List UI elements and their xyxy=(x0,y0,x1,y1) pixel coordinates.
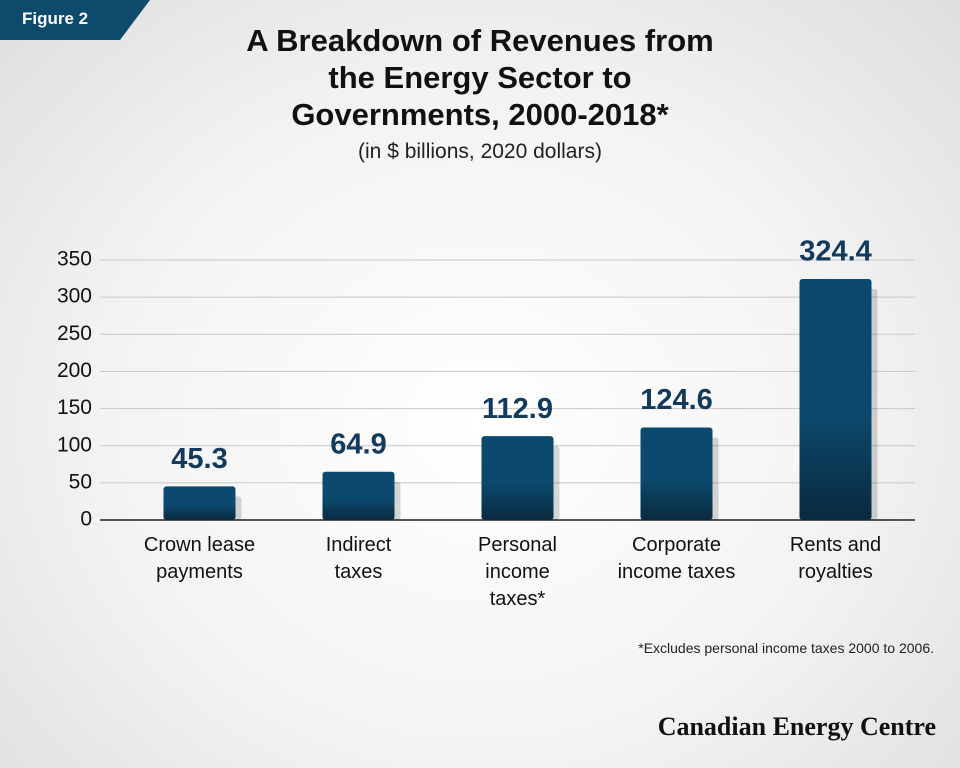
source: Canadian Energy Centre xyxy=(657,712,936,741)
value-label: 64.9 xyxy=(330,428,386,460)
y-tick-label: 350 xyxy=(57,248,92,271)
bar xyxy=(481,436,554,520)
x-tick-label: Indirect taxes xyxy=(325,534,392,583)
x-tick-label: Rents and royalties xyxy=(789,534,882,583)
bar xyxy=(322,471,395,520)
y-tick-label: 150 xyxy=(57,396,92,419)
y-tick-label: 100 xyxy=(57,433,92,456)
value-label: 45.3 xyxy=(171,443,227,475)
x-tick-label: Crown lease payments xyxy=(143,534,256,583)
chart-title: A Breakdown of Revenues from the Energy … xyxy=(246,23,714,132)
value-label: 124.6 xyxy=(640,384,713,416)
y-tick-label: 0 xyxy=(80,508,92,531)
bar xyxy=(799,279,872,520)
chart-subtitle: (in $ billions, 2020 dollars) xyxy=(358,140,602,163)
x-tick-label: Corporate income taxes xyxy=(617,534,736,583)
bar xyxy=(163,486,236,520)
value-label: 324.4 xyxy=(799,236,872,268)
footnote: *Excludes personal income taxes 2000 to … xyxy=(638,640,934,656)
bar xyxy=(640,427,713,520)
value-label: 112.9 xyxy=(482,393,553,425)
y-tick-label: 200 xyxy=(57,359,92,382)
y-tick-label: 250 xyxy=(57,322,92,345)
y-tick-label: 300 xyxy=(57,285,92,308)
y-tick-label: 50 xyxy=(69,470,92,493)
figure-tag xyxy=(0,0,150,40)
x-tick-label: Personal income taxes* xyxy=(478,534,557,610)
figure-label: Figure 2 xyxy=(22,9,89,28)
